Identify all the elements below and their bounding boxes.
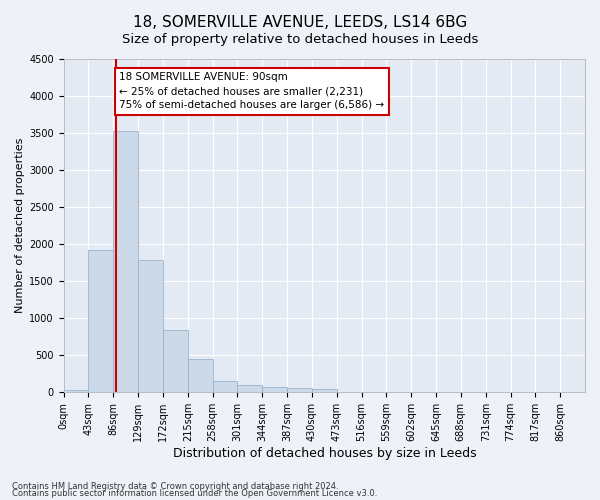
Text: Size of property relative to detached houses in Leeds: Size of property relative to detached ho… <box>122 32 478 46</box>
Text: Contains HM Land Registry data © Crown copyright and database right 2024.: Contains HM Land Registry data © Crown c… <box>12 482 338 491</box>
Bar <box>287 388 312 392</box>
Text: 18, SOMERVILLE AVENUE, LEEDS, LS14 6BG: 18, SOMERVILLE AVENUE, LEEDS, LS14 6BG <box>133 15 467 30</box>
Bar <box>212 381 238 392</box>
Bar <box>312 390 337 392</box>
Bar <box>188 359 212 392</box>
Bar <box>113 131 138 392</box>
X-axis label: Distribution of detached houses by size in Leeds: Distribution of detached houses by size … <box>173 447 476 460</box>
Bar <box>138 260 163 392</box>
Y-axis label: Number of detached properties: Number of detached properties <box>15 138 25 314</box>
Bar <box>238 385 262 392</box>
Bar <box>64 390 88 392</box>
Bar <box>262 387 287 392</box>
Bar <box>163 330 188 392</box>
Text: Contains public sector information licensed under the Open Government Licence v3: Contains public sector information licen… <box>12 489 377 498</box>
Text: 18 SOMERVILLE AVENUE: 90sqm
← 25% of detached houses are smaller (2,231)
75% of : 18 SOMERVILLE AVENUE: 90sqm ← 25% of det… <box>119 72 385 110</box>
Bar <box>88 250 113 392</box>
